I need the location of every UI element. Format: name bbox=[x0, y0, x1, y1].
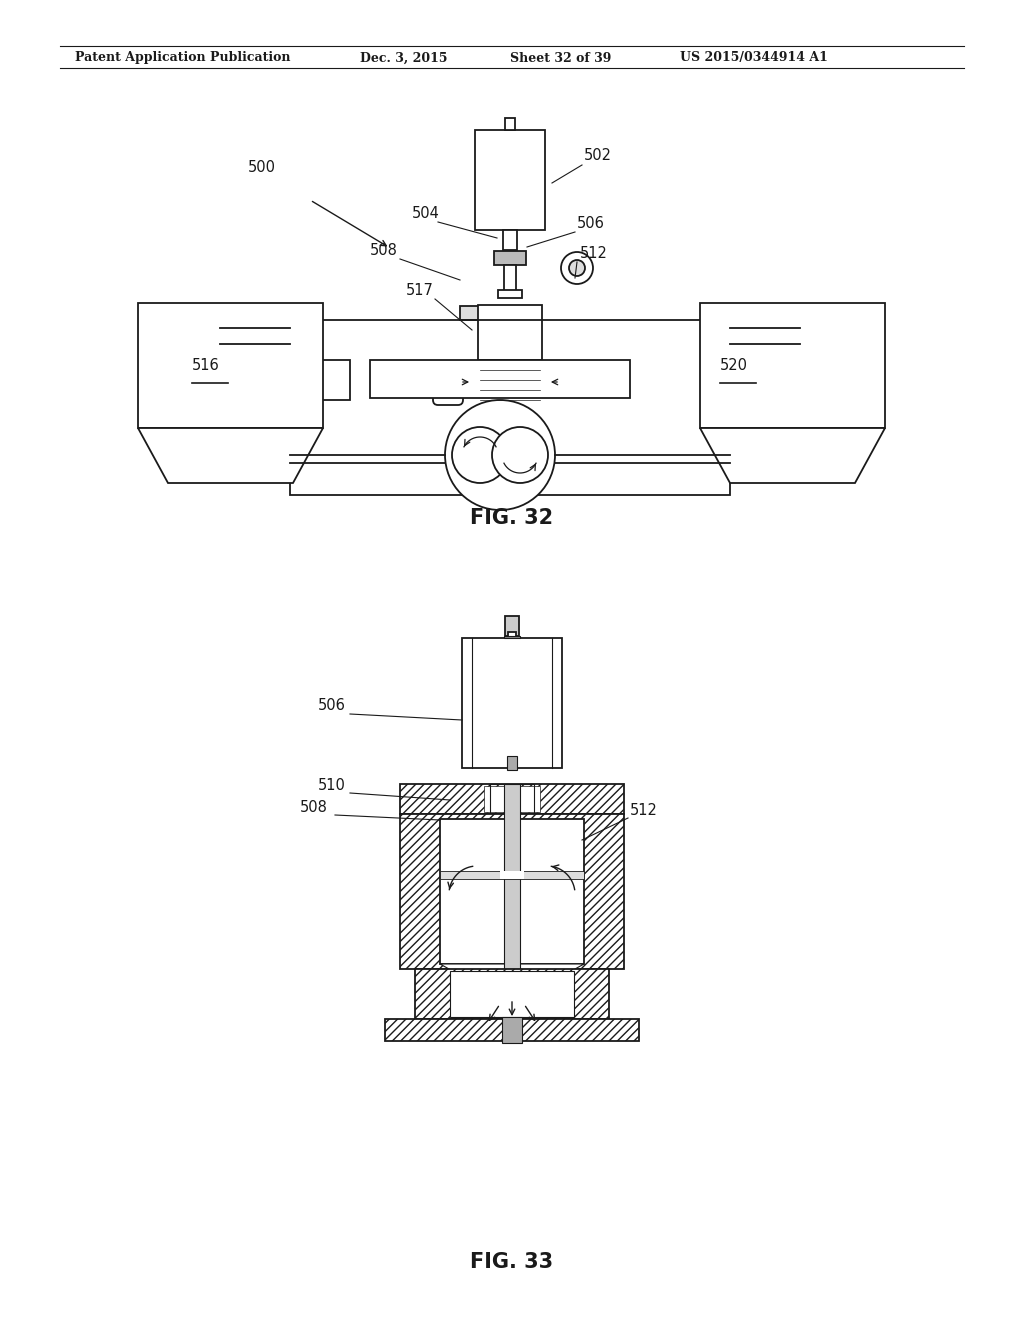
Text: 502: 502 bbox=[584, 148, 612, 162]
Text: 520: 520 bbox=[720, 358, 748, 374]
Bar bbox=[502, 1016, 522, 1043]
Bar bbox=[385, 1019, 639, 1041]
Circle shape bbox=[492, 426, 548, 483]
Text: 508: 508 bbox=[370, 243, 398, 257]
Bar bbox=[400, 784, 624, 814]
Text: 500: 500 bbox=[248, 160, 276, 176]
Bar bbox=[415, 969, 609, 1019]
Text: 512: 512 bbox=[580, 246, 608, 261]
Circle shape bbox=[452, 426, 508, 483]
Bar bbox=[290, 319, 730, 495]
Text: 504: 504 bbox=[412, 206, 440, 220]
Text: 508: 508 bbox=[300, 800, 328, 814]
Bar bbox=[484, 785, 540, 812]
Circle shape bbox=[569, 260, 585, 276]
Bar bbox=[508, 632, 516, 638]
Bar bbox=[473, 639, 551, 767]
Bar bbox=[503, 230, 517, 249]
Text: US 2015/0344914 A1: US 2015/0344914 A1 bbox=[680, 51, 827, 65]
Bar bbox=[440, 818, 584, 964]
Text: 516: 516 bbox=[193, 358, 220, 374]
Bar bbox=[310, 360, 350, 400]
Text: 506: 506 bbox=[318, 698, 346, 713]
Bar bbox=[505, 117, 515, 129]
Bar bbox=[440, 871, 584, 879]
Bar bbox=[450, 972, 574, 1016]
Bar bbox=[505, 616, 519, 636]
Text: FIG. 32: FIG. 32 bbox=[470, 508, 554, 528]
Circle shape bbox=[445, 400, 555, 510]
Text: Dec. 3, 2015: Dec. 3, 2015 bbox=[360, 51, 447, 65]
Bar bbox=[475, 129, 545, 230]
Bar bbox=[400, 814, 624, 969]
Bar bbox=[500, 871, 524, 879]
Polygon shape bbox=[700, 428, 885, 483]
Bar bbox=[504, 265, 516, 294]
Text: 506: 506 bbox=[577, 216, 605, 231]
Text: Sheet 32 of 39: Sheet 32 of 39 bbox=[510, 51, 611, 65]
Bar bbox=[504, 784, 520, 969]
Bar bbox=[370, 360, 630, 399]
Text: 512: 512 bbox=[630, 803, 657, 818]
Text: Patent Application Publication: Patent Application Publication bbox=[75, 51, 291, 65]
Polygon shape bbox=[440, 964, 584, 994]
Text: FIG. 33: FIG. 33 bbox=[470, 1251, 554, 1272]
Bar bbox=[498, 290, 522, 298]
Bar bbox=[138, 304, 323, 428]
Bar bbox=[542, 363, 557, 375]
Bar bbox=[462, 638, 562, 768]
Polygon shape bbox=[504, 989, 520, 1006]
Bar bbox=[542, 380, 554, 389]
Bar bbox=[507, 756, 517, 770]
Bar bbox=[494, 251, 526, 265]
Bar bbox=[505, 319, 515, 346]
Polygon shape bbox=[138, 428, 323, 483]
Circle shape bbox=[561, 252, 593, 284]
Text: 510: 510 bbox=[318, 777, 346, 793]
Bar bbox=[478, 305, 542, 360]
Text: 517: 517 bbox=[406, 282, 434, 298]
Bar bbox=[490, 784, 534, 814]
FancyBboxPatch shape bbox=[433, 366, 463, 405]
Bar bbox=[504, 636, 520, 638]
Bar bbox=[700, 304, 885, 428]
Bar bbox=[460, 306, 540, 319]
